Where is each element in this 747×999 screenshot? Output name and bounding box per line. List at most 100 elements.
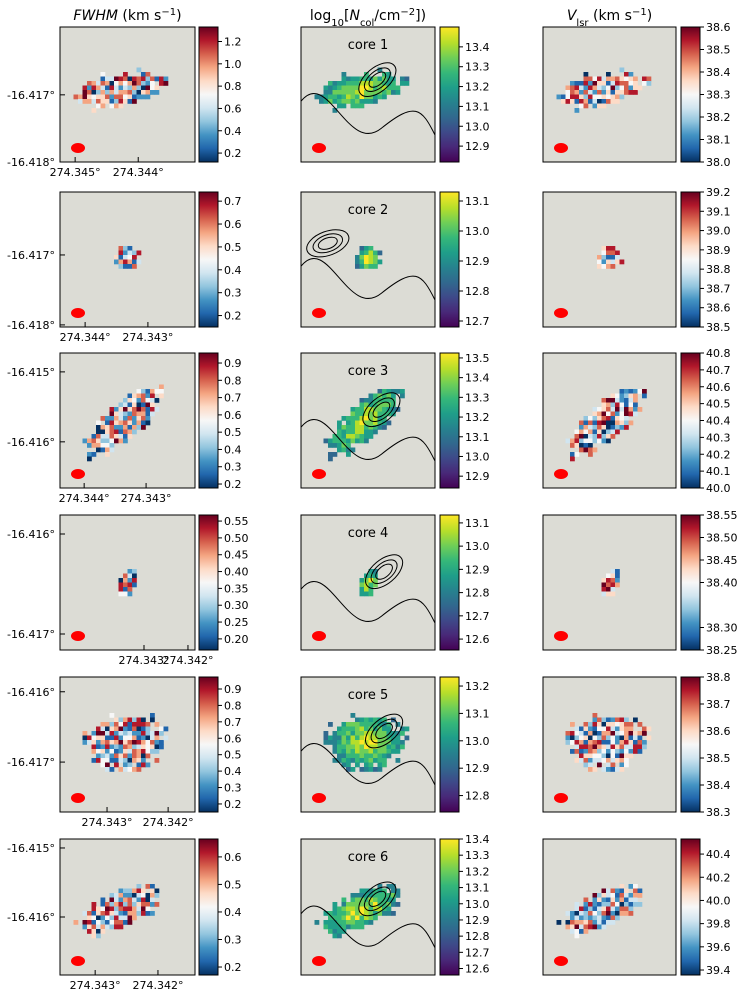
map-pixel [588, 767, 593, 772]
map-pixel [610, 753, 616, 759]
map-pixel [123, 90, 128, 95]
map-pixel [114, 731, 119, 736]
colorbar-tick-label: 38.5 [706, 752, 731, 765]
map-pixel [109, 103, 115, 109]
map-pixel [100, 735, 106, 741]
map-pixel [628, 884, 634, 889]
map-pixel [132, 893, 137, 898]
map-pixel [606, 420, 611, 426]
map-pixel [132, 81, 137, 86]
map-pixel [583, 744, 589, 750]
colorbar-tick-label: 0.5 [224, 878, 242, 891]
column-title: Vlsr (km s−1) [567, 7, 652, 29]
map-pixel [601, 99, 607, 104]
map-pixel [332, 749, 338, 754]
map-pixel [114, 893, 119, 898]
contour [368, 890, 387, 907]
map-pixel [96, 744, 101, 750]
title-part: ) [647, 8, 652, 24]
map-pixel [610, 425, 616, 430]
map-pixel [145, 411, 151, 417]
colorbar-tick-label: 0.2 [224, 798, 242, 811]
colorbar [198, 352, 219, 489]
title-part: ) [176, 8, 181, 24]
map-pixel [123, 758, 128, 763]
core-label: core 2 [348, 203, 389, 218]
map-pixel [395, 90, 401, 95]
map-pixel [118, 246, 124, 251]
map-pixel [114, 762, 119, 768]
map-pixel [619, 722, 625, 727]
colorbar-tick-label: 0.7 [224, 195, 242, 208]
map-pixel [350, 438, 356, 444]
map-pixel [404, 81, 410, 86]
map-pixel [141, 897, 146, 903]
map-pixel [592, 726, 598, 732]
map-pixel [96, 103, 101, 109]
colorbar-tick-label: 38.9 [706, 244, 731, 257]
map-pixel [628, 389, 634, 394]
map-pixel [377, 250, 383, 256]
map-pixel [136, 726, 142, 732]
map-pixel [114, 85, 119, 91]
map-pixel [391, 402, 396, 408]
map-pixel [624, 72, 629, 77]
map-pixel [141, 758, 146, 763]
map-pixel [597, 407, 602, 412]
map-pixel [105, 99, 110, 104]
map-pixel [118, 753, 124, 759]
map-pixel [355, 893, 360, 898]
map-pixel [127, 259, 133, 265]
map-pixel [373, 753, 378, 759]
map-pixel [395, 893, 401, 898]
map-pixel [96, 753, 101, 759]
map-pixel [341, 920, 347, 925]
map-pixel [628, 731, 634, 736]
map-pixel [373, 902, 378, 907]
map-pixel [382, 393, 387, 399]
map-pixel [145, 398, 151, 403]
map-pixel [118, 429, 124, 435]
map-pixel [127, 735, 133, 741]
map-pixel [123, 744, 128, 750]
map-pixel [346, 416, 351, 421]
map-pixel [597, 911, 602, 916]
map-pixel [642, 740, 647, 745]
map-pixel [364, 420, 369, 426]
map-pixel [606, 416, 611, 421]
map-pixel [574, 749, 580, 754]
colorbar [680, 191, 701, 328]
map-pixel [136, 402, 142, 408]
colorbar-tick-label: 39.2 [706, 186, 731, 199]
colorbar-tick-label: 40.0 [706, 894, 731, 907]
map-pixel [154, 407, 160, 412]
map-pixel [583, 758, 589, 763]
map-pixel [91, 902, 97, 907]
map-pixel [323, 731, 329, 736]
map-pixel [145, 911, 151, 916]
map-pixel [337, 443, 342, 448]
map-pixel [619, 906, 625, 912]
map-pixel [100, 749, 106, 754]
map-pixel [355, 438, 360, 444]
map-pixel [109, 434, 115, 439]
map-pixel [341, 924, 347, 930]
map-pixel [395, 888, 401, 894]
map-pixel [391, 888, 396, 894]
map-pixel [628, 897, 634, 903]
map-pixel [350, 103, 356, 109]
map-pixel [127, 416, 133, 421]
map-pixel [87, 911, 92, 916]
map-pixel [619, 740, 625, 745]
map-pixel [141, 411, 146, 417]
map-pixel [588, 416, 593, 421]
map-pixel [579, 443, 584, 448]
map-pixel [109, 767, 115, 772]
colorbar-tick-label: 0.4 [224, 443, 242, 456]
colorbar-tick-label: 0.20 [224, 633, 249, 646]
colorbar-tick-label: 39.6 [706, 941, 731, 954]
map-pixel [606, 76, 611, 82]
map-pixel [597, 438, 602, 444]
map-pixel [87, 915, 92, 921]
map-pixel [118, 902, 124, 907]
